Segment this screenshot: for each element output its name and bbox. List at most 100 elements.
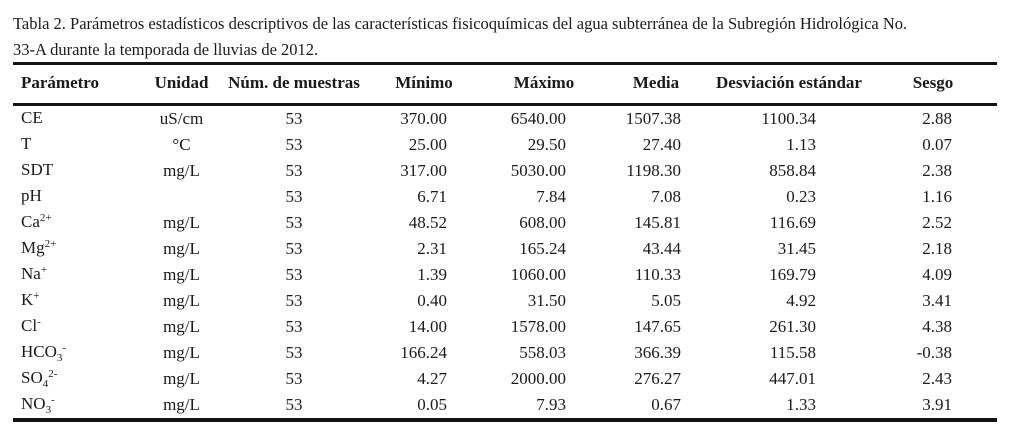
std-dev-cell: 0.23	[786, 187, 816, 206]
mean-cell: 147.65	[634, 317, 681, 336]
mean-cell: 366.39	[634, 343, 681, 362]
n-samples-cell: 53	[285, 291, 303, 310]
std-dev-cell: 858.84	[769, 161, 816, 180]
max-cell: 2000.00	[510, 369, 566, 388]
min-cell: 0.40	[417, 291, 447, 310]
n-samples-cell: 53	[285, 395, 303, 414]
unit-cell: mg/L	[163, 343, 200, 362]
max-cell: 6540.00	[510, 109, 566, 128]
n-samples-cell: 53	[285, 265, 303, 284]
column-header-parametro: Parámetro	[21, 73, 100, 92]
mean-cell: 0.67	[651, 395, 681, 414]
column-header-sesgo: Sesgo	[912, 73, 954, 92]
std-dev-cell: 1100.34	[761, 109, 816, 128]
statistics-table: Parámetro Unidad Núm. de muestras Mínimo…	[13, 62, 997, 422]
column-header-media: Media	[632, 73, 680, 92]
min-cell: 48.52	[408, 213, 447, 232]
param-superscript: -	[62, 342, 67, 354]
n-samples-cell: 53	[285, 109, 303, 128]
max-cell: 1060.00	[510, 265, 566, 284]
unit-cell: mg/L	[163, 239, 200, 258]
skew-cell: 2.38	[922, 161, 952, 180]
unit-cell: mg/L	[163, 265, 200, 284]
param-cell: CE	[13, 105, 139, 133]
n-samples-cell: 53	[285, 343, 303, 362]
n-samples-cell: 53	[285, 161, 303, 180]
n-samples-cell: 53	[285, 317, 303, 336]
table-row-ph: pH 53 6.71 7.84 7.08 0.23 1.16	[13, 184, 997, 210]
std-dev-cell: 261.30	[769, 317, 816, 336]
n-samples-cell: 53	[285, 135, 303, 154]
min-cell: 0.05	[417, 395, 447, 414]
mean-cell: 27.40	[642, 135, 681, 154]
std-dev-cell: 31.45	[777, 239, 816, 258]
max-cell: 1578.00	[510, 317, 566, 336]
param-superscript: 2-	[48, 368, 58, 380]
table-row-mg: Mg2+ mg/L 53 2.31 165.24 43.44 31.45 2.1…	[13, 236, 997, 262]
param-base: Cl	[21, 316, 38, 335]
skew-cell: 2.88	[922, 109, 952, 128]
param-cell: SDT	[13, 158, 139, 184]
skew-cell: 0.07	[922, 135, 952, 154]
table-caption-line2: 33-A durante la temporada de lluvias de …	[13, 40, 319, 59]
table-row-t: T °C 53 25.00 29.50 27.40 1.13 0.07	[13, 132, 997, 158]
param-subscript: 3	[45, 404, 52, 416]
param-cell: Cl-	[13, 314, 139, 340]
mean-cell: 7.08	[651, 187, 681, 206]
param-superscript: 2+	[44, 238, 57, 250]
std-dev-cell: 447.01	[769, 369, 816, 388]
table-row-ca: Ca2+ mg/L 53 48.52 608.00 145.81 116.69 …	[13, 210, 997, 236]
std-dev-cell: 115.58	[769, 343, 816, 362]
std-dev-cell: 1.33	[786, 395, 816, 414]
param-base: CE	[21, 108, 43, 127]
mean-cell: 1198.30	[626, 161, 681, 180]
param-cell: HCO3-	[13, 340, 139, 366]
param-base: NO	[21, 394, 46, 413]
std-dev-cell: 4.92	[786, 291, 816, 310]
param-base: Ca	[21, 212, 40, 231]
table-row-sdt: SDT mg/L 53 317.00 5030.00 1198.30 858.8…	[13, 158, 997, 184]
skew-cell: 2.52	[922, 213, 952, 232]
param-cell: T	[13, 132, 139, 158]
param-cell: pH	[13, 184, 139, 210]
table-row-cl: Cl- mg/L 53 14.00 1578.00 147.65 261.30 …	[13, 314, 997, 340]
table-row-k: K+ mg/L 53 0.40 31.50 5.05 4.92 3.41	[13, 288, 997, 314]
param-base: SO	[21, 368, 43, 387]
param-superscript: 2+	[39, 212, 52, 224]
column-header-unidad: Unidad	[154, 73, 209, 92]
min-cell: 2.31	[417, 239, 447, 258]
unit-cell: uS/cm	[159, 109, 204, 128]
min-cell: 166.24	[400, 343, 447, 362]
skew-cell: 2.43	[922, 369, 952, 388]
unit-cell: mg/L	[163, 291, 200, 310]
n-samples-cell: 53	[285, 187, 303, 206]
max-cell: 165.24	[519, 239, 566, 258]
param-cell: K+	[13, 288, 139, 314]
column-header-minimo: Mínimo	[395, 73, 453, 92]
param-subscript: 3	[56, 352, 63, 364]
max-cell: 31.50	[527, 291, 566, 310]
mean-cell: 145.81	[634, 213, 681, 232]
min-cell: 25.00	[408, 135, 447, 154]
param-subscript: 4	[42, 378, 49, 390]
mean-cell: 110.33	[634, 265, 681, 284]
max-cell: 29.50	[527, 135, 566, 154]
param-superscript: +	[33, 290, 40, 302]
min-cell: 317.00	[400, 161, 447, 180]
table-row-so4: SO42- mg/L 53 4.27 2000.00 276.27 447.01…	[13, 366, 997, 392]
min-cell: 14.00	[408, 317, 447, 336]
table-row-ce: CE uS/cm 53 370.00 6540.00 1507.38 1100.…	[13, 105, 997, 133]
header-row: Parámetro Unidad Núm. de muestras Mínimo…	[13, 64, 997, 105]
param-base: HCO	[21, 342, 57, 361]
skew-cell: 2.18	[922, 239, 952, 258]
mean-cell: 5.05	[651, 291, 681, 310]
skew-cell: 3.91	[922, 395, 952, 414]
param-base: SDT	[21, 160, 54, 179]
max-cell: 7.84	[536, 187, 566, 206]
min-cell: 370.00	[400, 109, 447, 128]
unit-cell: mg/L	[163, 369, 200, 388]
max-cell: 5030.00	[510, 161, 566, 180]
unit-cell	[139, 184, 224, 210]
n-samples-cell: 53	[285, 369, 303, 388]
